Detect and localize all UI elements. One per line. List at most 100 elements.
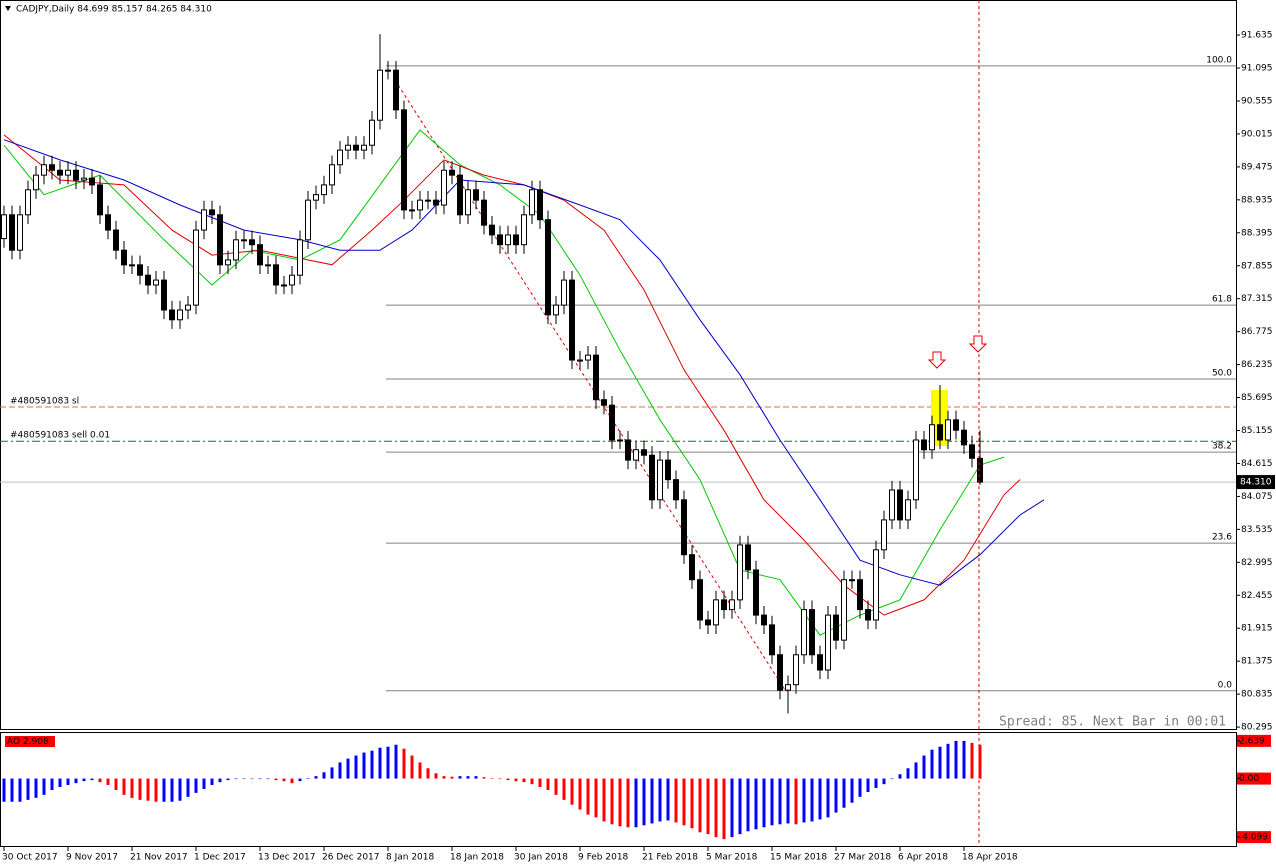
candle-body [465,189,471,216]
candle-body [321,184,327,196]
y-tick-label: 82.995 [1241,558,1273,568]
ao-bar [490,778,494,779]
candle-body [49,164,55,171]
ao-bar [938,746,942,779]
candle-body [233,239,239,261]
ao-bar [362,752,366,779]
candle-body [417,199,423,211]
ao-bar [354,755,358,779]
y-tick-label: 88.395 [1241,228,1273,238]
candle-body [457,174,463,216]
ao-bar [778,778,782,825]
candle-body [521,214,527,246]
fib-label: 23.6 [1212,533,1232,543]
ao-bar [450,776,454,779]
candle-body [953,419,959,431]
candle-body [33,174,39,191]
candle-body [529,189,535,216]
candle-body [193,229,199,306]
candle-body [937,424,943,441]
ao-bar [770,778,774,826]
ao-bar [586,778,590,815]
x-tick-label: 21 Nov 2017 [130,853,188,863]
candle-body [281,284,287,287]
candle-body [721,599,727,611]
ao-bar [682,778,686,826]
candle-body [881,519,887,551]
ao-bar [810,778,814,822]
candle-body [513,234,519,246]
candle-body [105,214,111,231]
indicator-tick-label: 2.639 [1239,736,1265,746]
candle-body [441,169,447,206]
ao-bar [50,778,54,790]
candle-body [449,169,455,176]
indicator-tick-box [1237,772,1271,785]
menu-triangle[interactable] [5,6,11,11]
indicator-label-box [5,736,55,747]
ao-bar [122,778,126,795]
candle-body [169,309,175,321]
ao-bar [658,778,662,822]
x-tick-label: 9 Nov 2017 [66,853,118,863]
ao-bar [282,778,286,782]
candle-body [865,609,871,621]
sell-arrow [968,335,988,353]
candle-body [617,439,623,442]
ao-bar [722,778,726,840]
candle-body [777,654,783,691]
ao-bar [626,778,630,828]
candle-body [929,424,935,451]
order-label: #480591083 sl [10,397,79,407]
indicator-label: AO 2.908 [7,737,49,747]
ao-bar [930,749,934,779]
ao-bar [130,778,134,798]
candle-body [297,239,303,276]
candle-body [593,354,599,401]
candle-body [121,249,127,266]
candle-body [353,144,359,151]
candle-body [761,614,767,626]
ao-bar [842,778,846,808]
ao-bar [602,778,606,822]
x-tick-label: 15 Mar 2018 [770,853,827,863]
candle-body [201,209,207,231]
indicator-tick-label: 0.00 [1239,774,1259,784]
candle-body [705,619,711,626]
candle-body [633,449,639,461]
candle-body [825,614,831,671]
ao-bar [762,778,766,828]
x-tick-label: 21 Feb 2018 [642,853,698,863]
ao-bar [978,744,982,779]
ao-bar [66,778,70,785]
ao-bar [890,778,894,780]
y-tick-label: 81.915 [1241,624,1273,634]
x-tick-label: 5 Mar 2018 [706,853,758,863]
candle-body [665,459,671,481]
ao-bar [162,778,166,802]
candle-body [689,554,695,581]
fib-label: 38.2 [1212,442,1232,452]
moving-average [3,139,1045,586]
candle-body [209,209,215,216]
ao-bar [378,747,382,779]
candle-body [249,239,255,246]
ao-bar [698,778,702,833]
ao-bar [858,778,862,797]
ao-bar [90,778,94,781]
candle-body [697,579,703,621]
y-tick-label: 81.375 [1241,657,1273,667]
ao-bar [874,778,878,788]
ao-bar [426,768,430,779]
y-tick-label: 84.075 [1241,492,1273,502]
candle-body [17,214,23,251]
ao-bar [138,778,142,800]
ao-bar [178,778,182,801]
y-tick-label: 80.835 [1241,690,1273,700]
ao-bar [58,778,62,787]
ao-bar [386,746,390,779]
ao-bar [970,742,974,779]
candle-body [225,259,231,266]
candle-body [89,177,95,186]
candle-body [97,184,103,216]
